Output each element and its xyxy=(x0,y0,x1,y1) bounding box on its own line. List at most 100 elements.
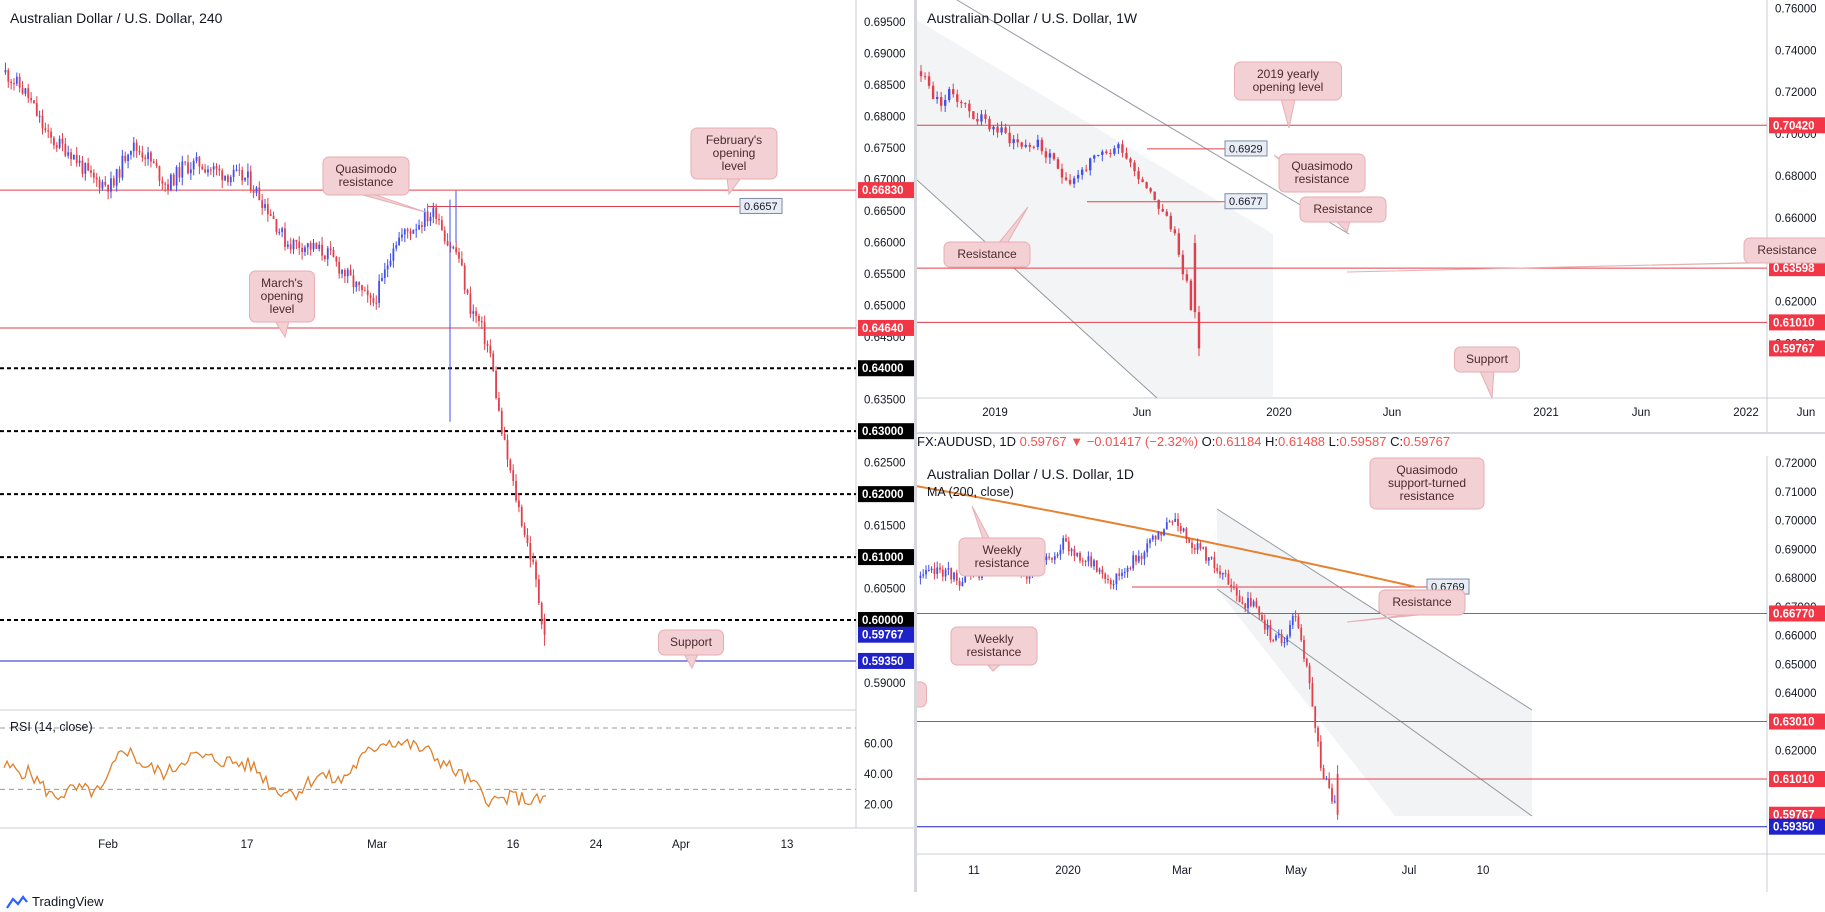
h4-level-label-7-bg xyxy=(858,626,914,643)
h4-callout-quasimodo-pointer xyxy=(358,193,426,213)
candle-body xyxy=(1000,127,1003,133)
horizontal-divider[interactable] xyxy=(917,432,1825,434)
candle-body xyxy=(935,97,939,100)
candle-body xyxy=(1154,535,1157,540)
candle-body xyxy=(275,218,278,232)
candle-body xyxy=(927,569,930,571)
h4-level-label-5-bg xyxy=(858,549,914,566)
daily-y-tick-label: 0.64000 xyxy=(1775,688,1817,700)
daily-level-label-0-bg xyxy=(1769,605,1825,622)
weekly-tag-0-bg xyxy=(1224,140,1268,157)
h4-x-tick-label: Apr xyxy=(672,839,690,851)
candle-body xyxy=(1044,151,1048,158)
weekly-level-label-1-bg xyxy=(1769,260,1825,277)
candle-body xyxy=(107,185,110,192)
candle-body xyxy=(1012,139,1015,144)
candle-body xyxy=(338,261,341,274)
candle-body xyxy=(392,248,395,261)
candle-body xyxy=(1291,615,1294,625)
weekly-channel-fill xyxy=(917,20,1273,398)
candle-body xyxy=(110,178,112,192)
weekly-callout-resistance-2-box xyxy=(1743,237,1825,264)
vertical-divider[interactable] xyxy=(914,0,917,892)
candle-body xyxy=(1210,557,1213,559)
daily-chart-canvas[interactable]: 0.720000.710000.700000.690000.680000.670… xyxy=(917,456,1825,892)
weekly-callout-yearly-text: opening level xyxy=(1253,80,1324,94)
weekly-callout-resistance-2-pointer xyxy=(1346,261,1795,273)
weekly-level-label-1: 0.63598 xyxy=(1773,263,1815,275)
candle-body xyxy=(1161,208,1164,212)
candle-body xyxy=(369,295,372,298)
candle-body xyxy=(443,230,446,242)
candle-body xyxy=(1068,179,1072,184)
weekly-x-tick-label: 2022 xyxy=(1733,407,1759,419)
candle-body xyxy=(1045,556,1048,561)
weekly-chart-panel[interactable]: 0.76000 0.74000 0.72000 0.70000 0.68000 0.660… xyxy=(917,0,1825,432)
h4-y-tick-label: 0.67500 xyxy=(864,143,906,155)
h4-chart-panel[interactable]: 0.69500 0.69000 0.68500 0.68000 0.67500 0.670… xyxy=(0,0,914,892)
candle-body xyxy=(1004,127,1007,133)
candle-body xyxy=(138,150,141,153)
candle-body xyxy=(1040,139,1044,152)
candle-body xyxy=(378,280,381,303)
candle-body xyxy=(460,258,463,266)
candle-body xyxy=(269,214,272,216)
candle-body xyxy=(187,162,189,174)
candle-body xyxy=(321,244,323,256)
weekly-tag-1: 0.6677 xyxy=(1229,196,1263,208)
candle-body xyxy=(1129,158,1132,163)
weekly-level-label-2-bg xyxy=(1769,314,1825,331)
candle-body xyxy=(1165,211,1168,216)
candle-body xyxy=(1185,528,1188,539)
candle-body xyxy=(939,97,943,106)
info-symbol: FX:AUDUSD xyxy=(917,434,993,449)
candle-body xyxy=(960,101,963,104)
daily-level-label-1: 0.63010 xyxy=(1773,717,1815,729)
daily-x-tick-label: Jul xyxy=(1402,865,1417,877)
candle-body xyxy=(67,152,70,156)
candle-body xyxy=(520,507,523,527)
weekly-callout-support-text: Support xyxy=(1466,352,1509,366)
candle-body xyxy=(1093,155,1096,159)
candle-body xyxy=(925,570,927,575)
candle-body xyxy=(523,526,526,535)
candle-body xyxy=(1252,601,1255,607)
candle-body xyxy=(1064,177,1068,180)
candle-body xyxy=(346,269,349,277)
candle-body xyxy=(1325,778,1328,780)
candle-body xyxy=(988,118,991,130)
candle-body xyxy=(948,89,951,100)
candle-body xyxy=(526,534,529,543)
candle-body xyxy=(50,131,52,138)
candle-body xyxy=(355,281,358,288)
candle-body xyxy=(161,180,164,184)
candle-body xyxy=(295,239,298,242)
candle-body xyxy=(1059,549,1062,555)
candle-body xyxy=(1056,159,1060,169)
candle-body xyxy=(458,252,460,259)
h4-callout-support-box xyxy=(658,629,724,656)
candle-body xyxy=(944,569,947,577)
h4-y-tick-label: 0.63500 xyxy=(864,395,906,407)
tradingview-brand[interactable]: TradingView xyxy=(32,894,104,909)
h4-level-label-6-bg xyxy=(858,612,914,629)
candle-body xyxy=(1098,569,1101,572)
candle-body xyxy=(10,81,13,84)
h4-level-label-0-bg xyxy=(858,182,914,199)
candle-body xyxy=(941,569,944,577)
candle-body xyxy=(64,143,67,156)
candle-body xyxy=(1263,620,1266,630)
weekly-chart-canvas[interactable]: 0.760000.740000.720000.700000.680000.660… xyxy=(917,0,1825,432)
daily-chart-panel[interactable]: 0.720000.710000.700000.690000.680000.670… xyxy=(917,456,1825,892)
candle-body xyxy=(326,248,329,260)
candle-body xyxy=(121,155,124,178)
candle-body xyxy=(1109,153,1112,155)
candle-body xyxy=(132,142,135,152)
candle-body xyxy=(229,177,232,183)
candle-body xyxy=(363,290,366,292)
candle-body xyxy=(992,126,995,130)
h4-chart-canvas[interactable]: 0.695000.690000.685000.680000.675000.670… xyxy=(0,0,914,892)
candle-body xyxy=(415,229,418,231)
daily-level-label-2-bg xyxy=(1769,770,1825,787)
candle-body xyxy=(144,157,147,160)
